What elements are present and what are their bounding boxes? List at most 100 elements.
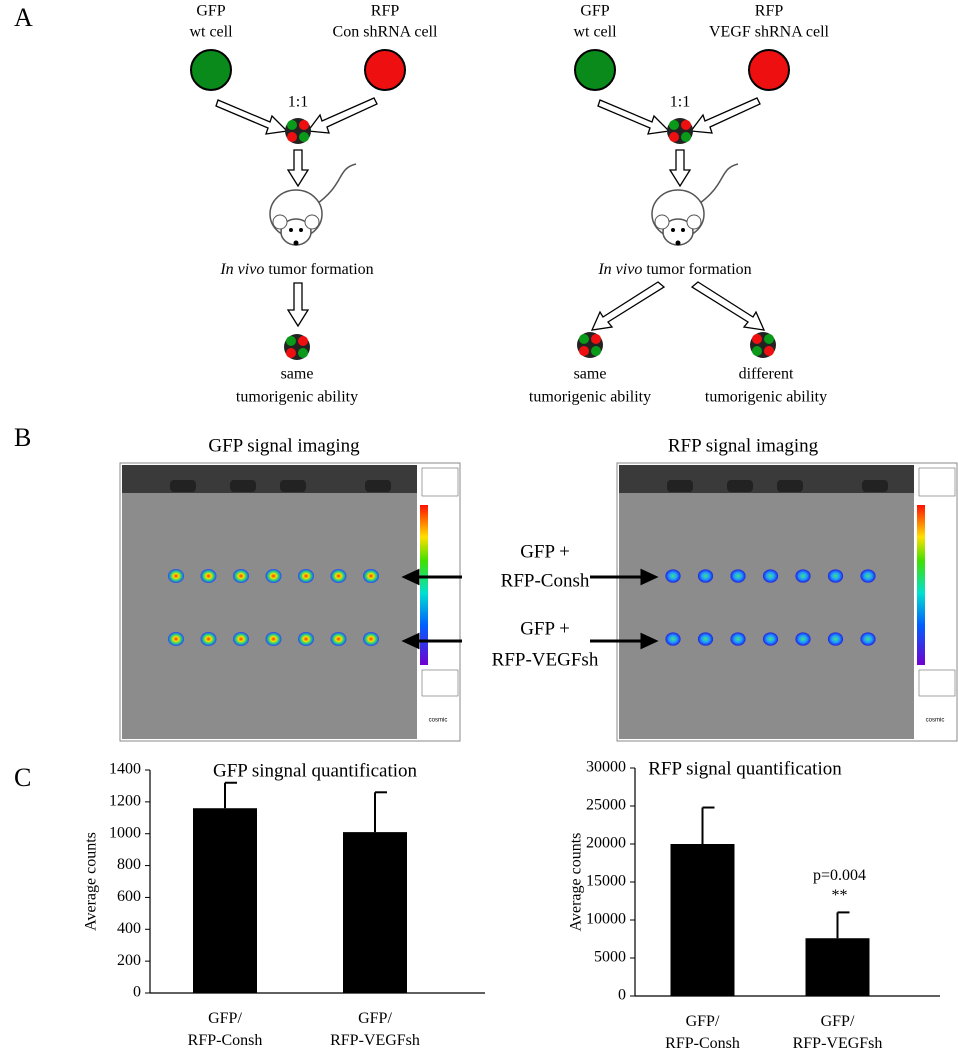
signal-spot xyxy=(330,632,347,646)
cell xyxy=(298,348,308,358)
signal-spot xyxy=(200,569,217,583)
label-line: RFP-VEGFsh xyxy=(793,1035,883,1050)
mouse-eye xyxy=(299,228,303,232)
cell-green xyxy=(190,49,232,91)
signal-spot xyxy=(697,569,714,583)
signal-spot xyxy=(298,569,314,583)
mouse-ear xyxy=(304,214,320,230)
italic: In vivo xyxy=(597,261,642,278)
y-tick-label: 10000 xyxy=(586,911,626,928)
label: wt cell xyxy=(189,24,233,41)
y-tick-label: 1200 xyxy=(109,793,141,810)
label-line: GFP/ xyxy=(821,1013,855,1030)
panel-label: B xyxy=(14,423,31,452)
text: tumor formation xyxy=(268,261,373,278)
mice xyxy=(269,163,739,246)
signal-spot xyxy=(860,569,876,583)
y-tick-label: 1000 xyxy=(109,824,141,841)
cell xyxy=(752,346,762,356)
arrow xyxy=(215,99,289,135)
signal-spot xyxy=(298,632,314,646)
group-label: GFP + xyxy=(520,541,570,562)
cell xyxy=(579,346,589,356)
image-clip xyxy=(280,480,306,492)
watermark: cosmic xyxy=(926,718,945,724)
label: GFP xyxy=(580,3,609,20)
signal-spot xyxy=(265,569,282,583)
signal-spot xyxy=(762,632,779,646)
mouse-tail xyxy=(695,163,739,207)
cell-green xyxy=(574,49,616,91)
signal-spot xyxy=(665,632,681,646)
arrow-head xyxy=(401,568,420,586)
arrow xyxy=(306,97,378,134)
label-line: GFP/ xyxy=(208,1010,242,1027)
cell xyxy=(681,120,691,130)
arrow xyxy=(690,281,766,331)
arrow-head xyxy=(640,632,659,650)
label: tumorigenic ability xyxy=(529,389,651,406)
x-tick-label: GFP/RFP-VEGFsh xyxy=(330,1010,420,1049)
signal-spot xyxy=(363,632,379,646)
y-tick-label: 0 xyxy=(133,984,141,1001)
chart-title: GFP singnal quantification xyxy=(213,760,418,781)
label: RFP xyxy=(755,3,784,20)
label: different xyxy=(739,366,794,383)
panel-label: A xyxy=(14,3,33,32)
signal-spot xyxy=(860,632,876,646)
signal-spot xyxy=(265,632,282,646)
arrow-head xyxy=(640,568,659,586)
cell xyxy=(669,132,679,142)
y-tick-label: 200 xyxy=(117,952,141,969)
signal-spot xyxy=(730,632,746,646)
mouse-eye xyxy=(681,228,685,232)
signal-spot xyxy=(233,632,249,646)
y-tick-label: 15000 xyxy=(586,873,626,890)
y-axis-label: Average counts xyxy=(83,832,100,931)
image-clip xyxy=(667,480,693,492)
arrow xyxy=(286,282,310,328)
signal-spot xyxy=(168,632,184,646)
image-clip xyxy=(170,480,196,492)
color-bar xyxy=(917,505,925,665)
signal-spot xyxy=(827,569,844,583)
color-box xyxy=(918,669,956,697)
bar xyxy=(343,832,407,993)
arrow xyxy=(668,149,692,188)
image-photo xyxy=(619,465,914,739)
italic: In vivo xyxy=(219,261,264,278)
group-label: RFP-Consh xyxy=(501,570,590,591)
mouse-eye xyxy=(671,228,675,232)
ratio: 1:1 xyxy=(288,94,308,111)
signal-spot xyxy=(795,632,811,646)
x-tick-label: GFP/RFP-VEGFsh xyxy=(793,1013,883,1050)
label: RFP xyxy=(371,3,400,20)
image-photo xyxy=(122,465,417,739)
mouse-tail xyxy=(313,163,357,207)
cell xyxy=(287,132,297,142)
color-box xyxy=(421,467,459,497)
cell xyxy=(764,334,774,344)
label: same xyxy=(281,366,314,383)
diagram-left: GFP wt cell RFP Con shRNA cell 1:1 In vi… xyxy=(189,3,438,406)
x-tick-label: GFP/RFP-Consh xyxy=(188,1010,263,1049)
bar xyxy=(670,844,735,996)
signal-spot xyxy=(762,569,779,583)
chart-title: RFP signal quantification xyxy=(648,758,842,779)
mouse-nose xyxy=(293,240,299,246)
label: tumorigenic ability xyxy=(236,389,358,406)
cell xyxy=(579,334,589,344)
image-clip xyxy=(727,480,753,492)
arrow xyxy=(597,99,671,135)
arrow xyxy=(590,281,666,331)
label: GFP xyxy=(196,3,225,20)
signal-spot xyxy=(795,569,811,583)
cell xyxy=(591,334,601,344)
group-label: RFP-VEGFsh xyxy=(492,649,599,670)
cell xyxy=(752,334,762,344)
cell xyxy=(591,346,601,356)
charts: GFP singnal quantification Average counts… xyxy=(83,758,940,1050)
y-tick-label: 1400 xyxy=(109,761,141,778)
cell xyxy=(287,120,297,130)
arrows xyxy=(401,568,659,650)
